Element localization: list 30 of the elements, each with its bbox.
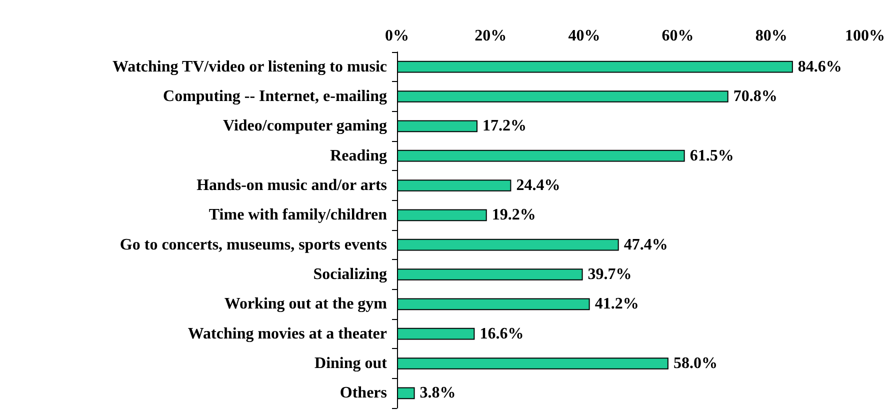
x-tick-label: 20% bbox=[474, 28, 507, 44]
y-tick-label: Working out at the gym bbox=[224, 296, 388, 313]
data-label: 17.2% bbox=[482, 118, 526, 135]
data-label: 3.8% bbox=[420, 384, 456, 402]
data-label: 70.8% bbox=[733, 88, 778, 105]
y-tick-label: Others bbox=[340, 384, 387, 402]
y-tick-label: Video/computer gaming bbox=[223, 118, 387, 135]
data-label: 58.0% bbox=[673, 355, 718, 372]
y-tick-label: Socializing bbox=[313, 266, 387, 283]
y-tick-label: Go to concerts, museums, sports events bbox=[120, 236, 387, 254]
y-tick-label: Dining out bbox=[314, 355, 388, 372]
x-tick-label: 60% bbox=[662, 28, 694, 44]
data-label: 24.4% bbox=[516, 177, 560, 194]
x-tick-label: 80% bbox=[755, 28, 788, 44]
y-tick-label: Hands-on music and/or arts bbox=[196, 177, 387, 194]
y-tick-label: Time with family/children bbox=[208, 206, 388, 224]
data-label: 16.6% bbox=[480, 325, 524, 342]
data-label: 84.6% bbox=[798, 58, 842, 76]
data-label: 47.4% bbox=[624, 236, 668, 254]
y-tick-label: Watching movies at a theater bbox=[188, 325, 387, 342]
y-tick-label: Reading bbox=[330, 147, 387, 164]
x-tick-label: 100% bbox=[845, 28, 885, 44]
data-label: 39.7% bbox=[588, 266, 632, 283]
data-label: 61.5% bbox=[690, 147, 734, 164]
data-label: 19.2% bbox=[492, 206, 536, 224]
x-tick-label: 40% bbox=[568, 28, 600, 44]
x-tick-label: 0% bbox=[385, 28, 409, 44]
y-tick-label: Watching TV/video or listening to music bbox=[112, 58, 387, 76]
y-tick-label: Computing -- Internet, e-mailing bbox=[163, 88, 387, 105]
data-label: 41.2% bbox=[594, 296, 639, 313]
